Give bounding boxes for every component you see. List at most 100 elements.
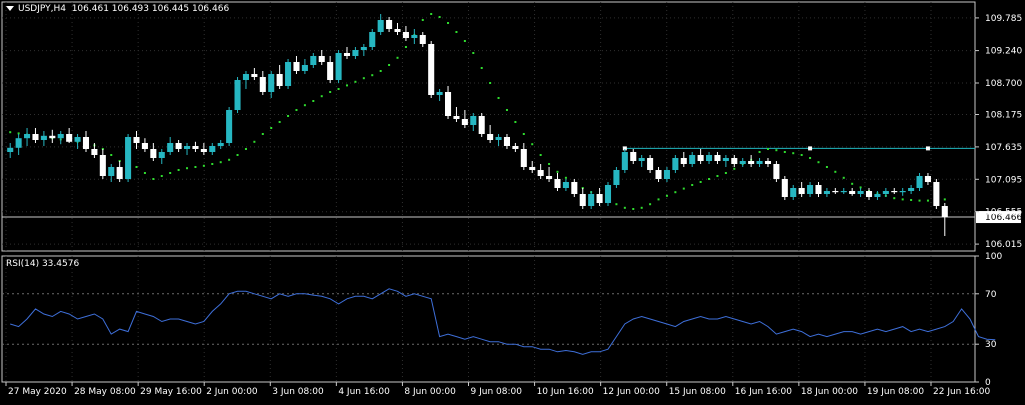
time-axis-label: 19 Jun 08:00 — [867, 387, 924, 397]
candle-body — [360, 47, 367, 50]
psar-dot — [211, 163, 214, 165]
psar-dot — [438, 16, 441, 18]
symbol-label: USDJPY,H4 — [18, 4, 66, 14]
psar-dot — [169, 172, 172, 174]
candle-body — [579, 194, 586, 206]
high-value: 106.493 — [111, 4, 150, 14]
candle-body — [461, 119, 468, 125]
candle-body — [32, 134, 39, 140]
candle-body — [748, 161, 755, 164]
candle-body — [276, 74, 283, 86]
candle-body — [756, 161, 763, 164]
psar-dot — [404, 46, 407, 48]
candle-body — [891, 191, 898, 193]
horizontal-level: 106.466 — [2, 146, 1022, 224]
price-axis-label: 108.700 — [985, 79, 1022, 89]
candle-body — [268, 74, 275, 92]
candle-body — [815, 185, 822, 194]
candle-body — [352, 50, 359, 56]
candle-body — [200, 149, 207, 152]
candle-body — [470, 116, 477, 125]
symbol-header[interactable]: USDJPY,H4 106.461 106.493 106.445 106.46… — [6, 4, 229, 14]
psar-dot — [926, 199, 929, 202]
time-axis-label: 2 Jun 00:00 — [206, 387, 258, 397]
psar-dot — [851, 182, 854, 185]
candle-body — [419, 35, 426, 44]
candle-body — [832, 191, 839, 193]
psar-dot — [699, 181, 702, 183]
psar-dot — [295, 109, 298, 111]
current-price-label: 106.466 — [985, 213, 1022, 223]
candle-body — [706, 155, 713, 161]
candle-body — [82, 137, 90, 149]
time-axis-label: 9 Jun 08:00 — [471, 387, 523, 397]
price-axis-label: 107.095 — [985, 175, 1022, 185]
candle-body — [15, 138, 22, 148]
psar-dot — [708, 178, 711, 180]
psar-dot — [800, 154, 803, 156]
psar-dot — [110, 154, 113, 156]
candle-body — [259, 77, 266, 92]
rsi-pane-border — [1, 255, 976, 383]
psar-dot — [320, 95, 323, 98]
candle-body — [613, 170, 620, 185]
psar-dot — [716, 175, 719, 177]
time-axis-label: 3 Jun 08:00 — [272, 387, 324, 397]
psar-dot — [893, 197, 896, 200]
time-axis-label: 4 Jun 16:00 — [338, 387, 390, 397]
psar-dot — [514, 121, 517, 123]
level-anchor — [622, 146, 627, 151]
candle-body — [739, 161, 746, 164]
psar-dot — [640, 206, 643, 209]
rsi-axis-label: 0 — [985, 378, 991, 388]
candle-body — [503, 137, 510, 146]
candle-body — [293, 62, 300, 71]
candle-body — [916, 176, 923, 188]
candle-body — [882, 191, 889, 194]
psar-dot — [287, 115, 290, 117]
chart-frame — [1, 1, 976, 383]
psar-dot — [505, 109, 508, 111]
psar-dot — [463, 40, 466, 42]
psar-dot — [817, 161, 820, 164]
psar-dot — [842, 176, 845, 179]
grid-lines — [2, 2, 975, 382]
candle-body — [672, 158, 679, 170]
level-anchor — [925, 146, 930, 151]
rsi-axis-label: 30 — [985, 340, 997, 350]
psar-dot — [825, 166, 828, 168]
psar-dot — [244, 148, 247, 150]
candle-body — [562, 182, 569, 188]
candle-body — [807, 185, 814, 194]
psar-dot — [337, 88, 340, 90]
candle-body — [49, 135, 56, 139]
candle-body — [495, 137, 502, 140]
price-axis-label: 107.635 — [985, 143, 1022, 153]
candle-body — [630, 152, 637, 161]
psar-dot — [371, 74, 374, 77]
candle-body — [840, 191, 847, 193]
psar-dot — [792, 152, 795, 155]
psar-dot — [539, 154, 542, 156]
candle-body — [183, 146, 191, 149]
dropdown-triangle-icon[interactable] — [6, 6, 14, 11]
candle-body — [251, 74, 258, 77]
candle-body — [428, 44, 435, 95]
candle-body — [663, 170, 670, 179]
psar-dot — [362, 77, 365, 80]
rsi-line — [10, 288, 996, 355]
psar-dot — [564, 176, 567, 179]
psar-dot — [430, 13, 433, 15]
psar-dot — [834, 170, 837, 173]
rsi-axis-label: 100 — [985, 252, 1002, 262]
psar-dot — [859, 186, 862, 189]
psar-dot — [918, 199, 921, 202]
candle-body — [764, 161, 772, 164]
candle-body — [445, 92, 452, 116]
candle-body — [722, 158, 729, 161]
psar-dot — [674, 191, 677, 194]
time-axis-label: 12 Jun 00:00 — [603, 387, 660, 397]
candle-body — [436, 92, 443, 95]
candle-body — [714, 155, 721, 161]
psar-dot — [278, 121, 281, 123]
